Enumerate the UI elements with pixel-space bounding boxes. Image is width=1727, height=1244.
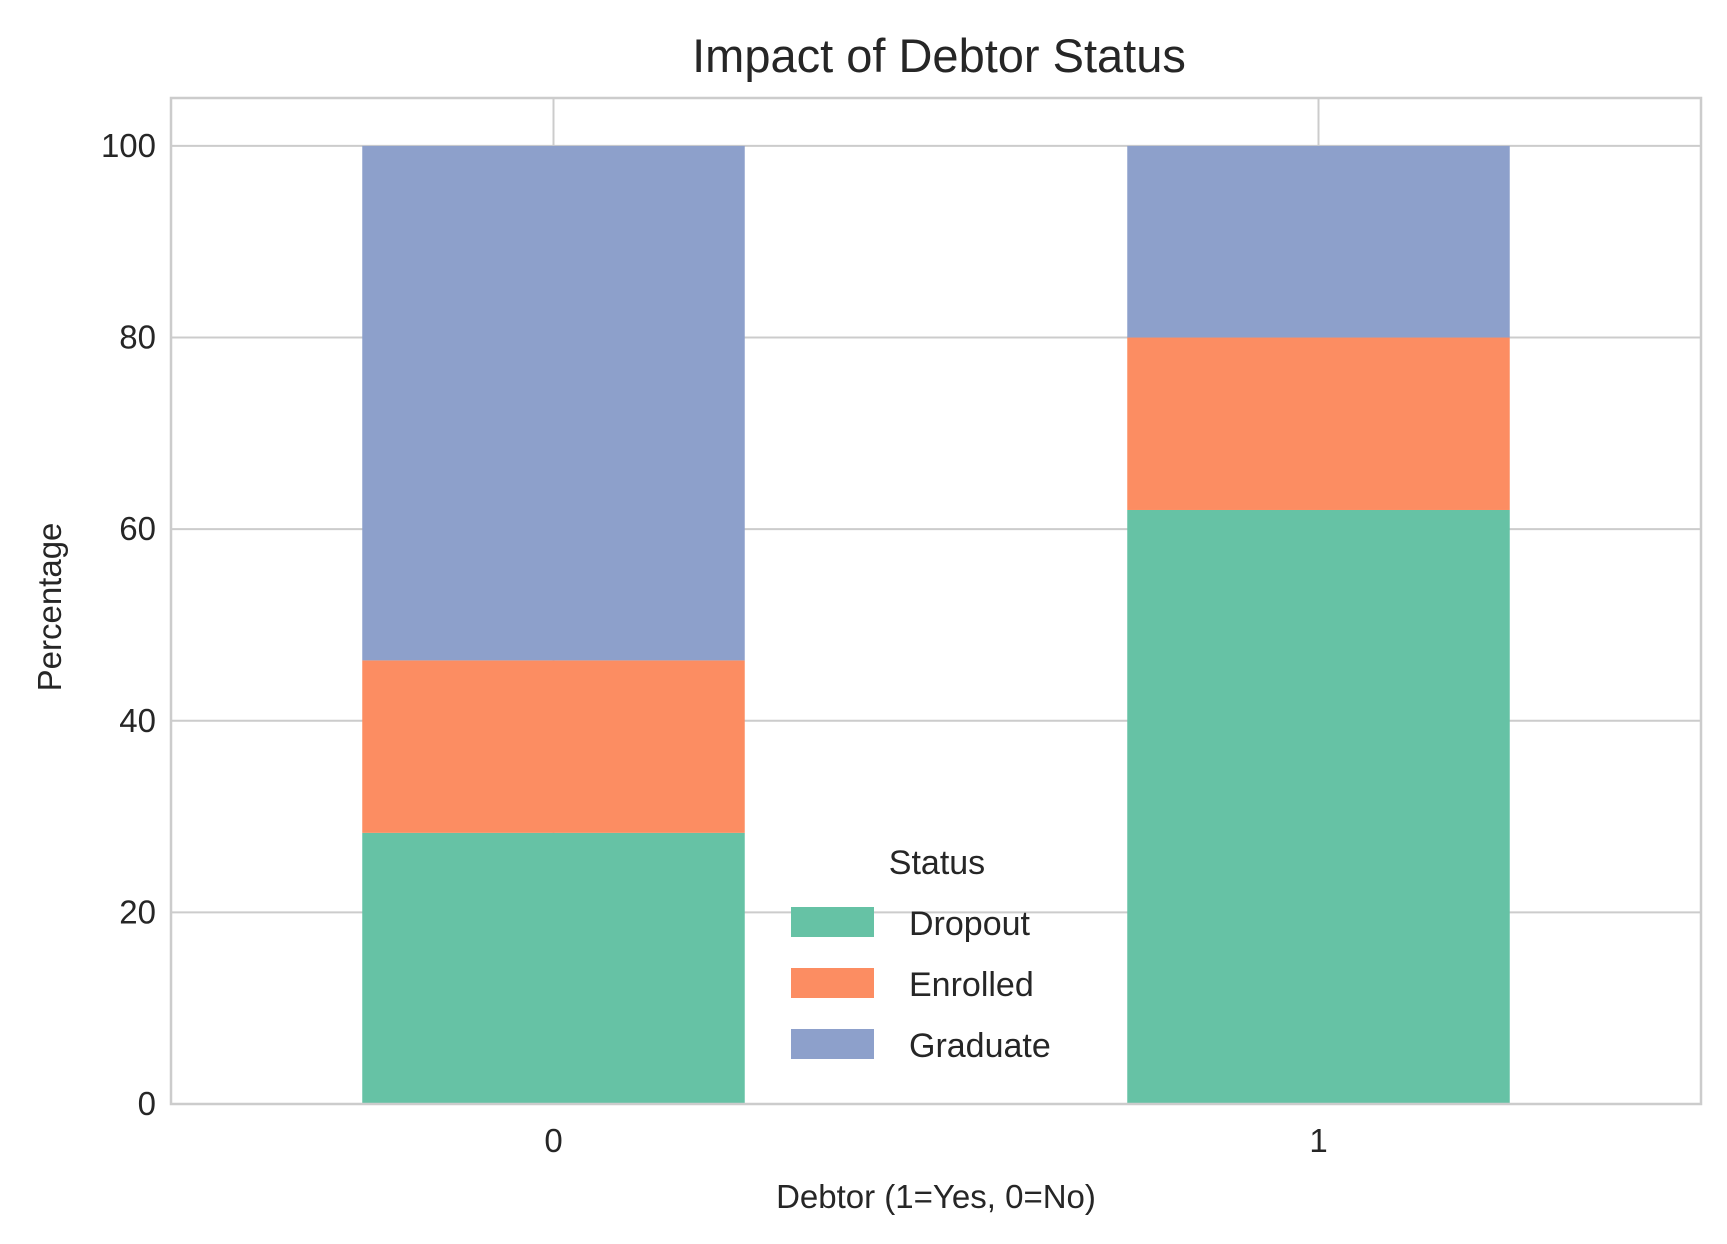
legend-swatch-graduate — [791, 1029, 874, 1059]
y-tick-label: 100 — [101, 127, 156, 164]
y-tick-label: 60 — [119, 510, 156, 547]
legend-label-enrolled: Enrolled — [909, 966, 1034, 1004]
bar-dropout-1 — [1127, 509, 1510, 1104]
legend-label-dropout: Dropout — [909, 905, 1031, 943]
legend: Status Dropout Enrolled Graduate — [791, 844, 1051, 1065]
bar-graduate-0 — [362, 145, 745, 661]
y-tick-label: 20 — [119, 893, 156, 930]
legend-swatch-enrolled — [791, 968, 874, 998]
y-tick-label: 0 — [138, 1085, 156, 1122]
y-tick-label: 80 — [119, 319, 156, 356]
bar-graduate-1 — [1127, 145, 1510, 338]
x-tick-label: 0 — [544, 1122, 562, 1159]
y-tick-label: 40 — [119, 702, 156, 739]
x-tick-label: 1 — [1309, 1122, 1327, 1159]
y-ticks: 0 20 40 60 80 100 — [101, 127, 156, 1122]
legend-title: Status — [889, 844, 985, 882]
legend-swatch-dropout — [791, 907, 874, 937]
x-axis-label: Debtor (1=Yes, 0=No) — [776, 1178, 1096, 1215]
chart-title: Impact of Debtor Status — [692, 29, 1186, 82]
bar-dropout-0 — [362, 832, 745, 1104]
bar-enrolled-1 — [1127, 337, 1510, 510]
bars — [362, 145, 1510, 1104]
bar-enrolled-0 — [362, 660, 745, 833]
y-axis-label: Percentage — [31, 523, 68, 692]
legend-label-graduate: Graduate — [909, 1027, 1051, 1065]
plot-frame — [169, 96, 1703, 1106]
